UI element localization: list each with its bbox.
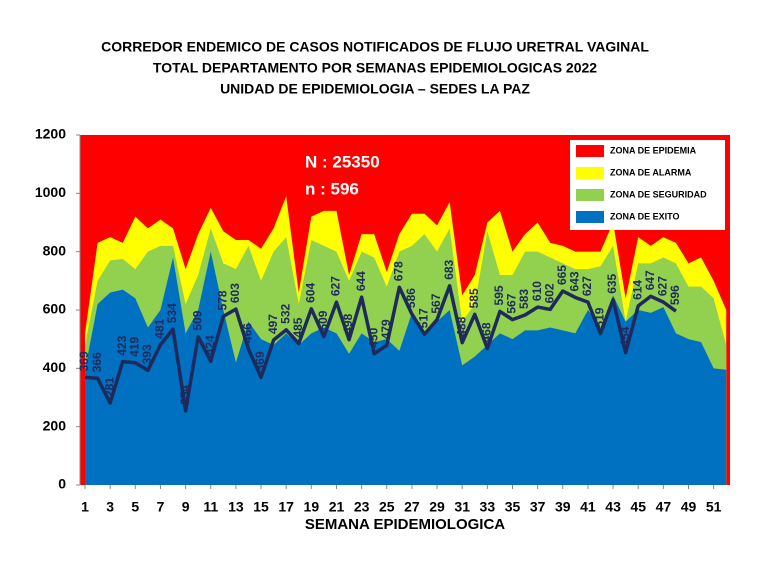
data-label: 281 xyxy=(102,377,116,397)
y-tick-label: 200 xyxy=(43,417,67,433)
data-label: 602 xyxy=(542,283,556,303)
data-label: 644 xyxy=(354,271,368,291)
data-label: 423 xyxy=(115,335,129,355)
data-label: 583 xyxy=(517,289,531,309)
x-tick-label: 33 xyxy=(480,499,496,515)
y-tick-label: 1000 xyxy=(35,184,66,200)
data-label: 517 xyxy=(417,308,431,328)
data-label: 683 xyxy=(442,259,456,279)
data-label: 627 xyxy=(580,276,594,296)
data-label: 614 xyxy=(630,280,644,300)
y-tick-label: 400 xyxy=(43,359,67,375)
data-label: 678 xyxy=(392,261,406,281)
data-label: 369 xyxy=(77,351,91,371)
x-tick-label: 11 xyxy=(203,499,218,515)
annotation: N : 25350 xyxy=(305,152,380,171)
x-tick-label: 23 xyxy=(354,499,370,515)
chart-title: CORREDOR ENDEMICO DE CASOS NOTIFICADOS D… xyxy=(101,39,649,55)
data-label: 454 xyxy=(618,326,632,346)
x-tick-label: 17 xyxy=(278,499,294,515)
x-tick-label: 13 xyxy=(228,499,244,515)
data-label: 532 xyxy=(278,303,292,323)
data-label: 366 xyxy=(90,352,104,372)
data-label: 466 xyxy=(241,323,255,343)
y-tick-label: 1200 xyxy=(35,126,66,142)
zone-area xyxy=(85,251,727,485)
legend-label: ZONA DE EXITO xyxy=(610,211,680,221)
data-label: 369 xyxy=(253,351,267,371)
annotation: n : 596 xyxy=(305,179,359,198)
x-tick-label: 5 xyxy=(131,499,139,515)
data-label: 585 xyxy=(467,288,481,308)
data-label: 567 xyxy=(505,293,519,313)
data-label: 596 xyxy=(668,285,682,305)
data-label: 481 xyxy=(153,318,167,338)
x-tick-label: 3 xyxy=(106,499,114,515)
case-line xyxy=(84,284,677,413)
legend-swatch xyxy=(576,145,604,157)
y-tick-label: 600 xyxy=(43,301,67,317)
data-label: 254 xyxy=(178,385,192,405)
x-tick-label: 35 xyxy=(505,499,521,515)
data-label: 509 xyxy=(190,310,204,330)
data-label: 627 xyxy=(656,276,670,296)
legend-label: ZONA DE ALARMA xyxy=(610,167,692,177)
data-label: 393 xyxy=(140,344,154,364)
data-label: 450 xyxy=(366,327,380,347)
data-label: 586 xyxy=(404,288,418,308)
data-label: 595 xyxy=(492,285,506,305)
x-tick-label: 31 xyxy=(454,499,470,515)
x-tick-label: 9 xyxy=(182,499,190,515)
data-label: 567 xyxy=(429,293,443,313)
data-label: 468 xyxy=(480,322,494,342)
x-tick-label: 7 xyxy=(157,499,165,515)
data-label: 578 xyxy=(215,290,229,310)
y-tick-label: 0 xyxy=(58,476,66,492)
x-tick-label: 27 xyxy=(404,499,420,515)
data-label: 519 xyxy=(593,307,607,327)
legend-swatch xyxy=(576,211,604,223)
x-tick-label: 1 xyxy=(81,499,89,515)
data-label: 534 xyxy=(165,303,179,323)
data-label: 479 xyxy=(379,319,393,339)
x-tick-label: 43 xyxy=(605,499,621,515)
data-label: 603 xyxy=(228,283,242,303)
data-label: 419 xyxy=(127,336,141,356)
x-tick-label: 51 xyxy=(706,499,722,515)
data-label: 635 xyxy=(605,273,619,293)
data-label: 627 xyxy=(329,276,343,296)
data-label: 610 xyxy=(530,281,544,301)
x-tick-label: 19 xyxy=(304,499,320,515)
data-label: 665 xyxy=(555,265,569,285)
data-label: 424 xyxy=(203,335,217,355)
data-label: 485 xyxy=(291,317,305,337)
x-tick-label: 21 xyxy=(329,499,345,515)
data-label: 498 xyxy=(341,313,355,333)
x-axis-label: SEMANA EPIDEMIOLOGICA xyxy=(305,516,505,533)
x-tick-label: 15 xyxy=(253,499,269,515)
data-label: 509 xyxy=(316,310,330,330)
legend-label: ZONA DE SEGURIDAD xyxy=(610,189,707,199)
x-tick-label: 47 xyxy=(656,499,672,515)
x-tick-label: 39 xyxy=(555,499,571,515)
x-tick-label: 29 xyxy=(429,499,445,515)
legend-label: ZONA DE EPIDEMIA xyxy=(610,145,697,155)
data-label: 488 xyxy=(454,316,468,336)
chart-title: UNIDAD DE EPIDEMIOLOGIA – SEDES LA PAZ xyxy=(220,81,530,97)
data-label: 497 xyxy=(266,314,280,334)
y-tick-label: 800 xyxy=(43,242,67,258)
x-tick-label: 37 xyxy=(530,499,546,515)
data-label: 647 xyxy=(643,270,657,290)
x-tick-label: 49 xyxy=(681,499,697,515)
x-tick-label: 25 xyxy=(379,499,395,515)
x-tick-label: 41 xyxy=(580,499,596,515)
data-label: 643 xyxy=(568,271,582,291)
data-label: 604 xyxy=(304,282,318,302)
legend-swatch xyxy=(576,189,604,201)
x-tick-label: 45 xyxy=(630,499,646,515)
legend-swatch xyxy=(576,167,604,179)
chart-title: TOTAL DEPARTAMENTO POR SEMANAS EPIDEMIOL… xyxy=(153,60,597,76)
